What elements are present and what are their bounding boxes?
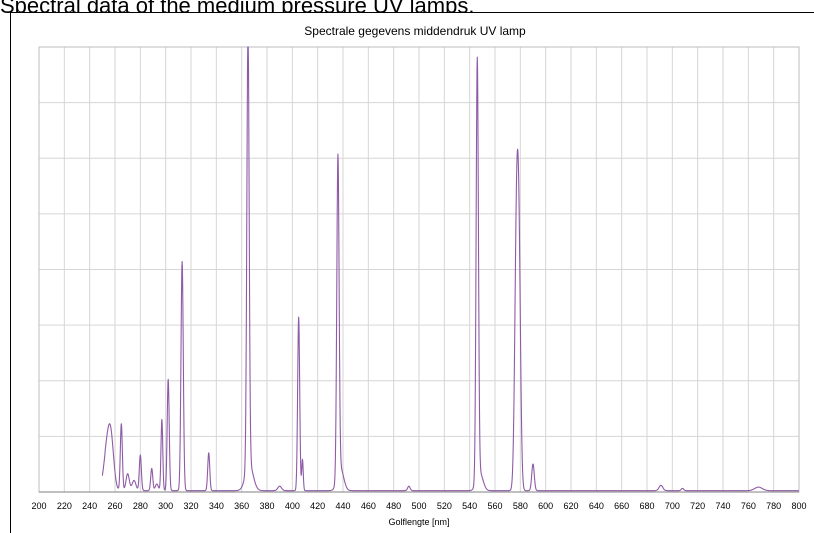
x-tick-label: 480: [386, 501, 401, 511]
x-tick-label: 260: [107, 501, 122, 511]
x-tick-label: 400: [285, 501, 300, 511]
x-tick-label: 680: [639, 501, 654, 511]
x-tick-label: 280: [133, 501, 148, 511]
x-tick-label: 300: [158, 501, 173, 511]
x-tick-label: 740: [715, 501, 730, 511]
x-tick-label: 240: [82, 501, 97, 511]
x-tick-label: 780: [766, 501, 781, 511]
x-tick-label: 620: [563, 501, 578, 511]
x-axis-ticks: 200 220 240 260 280 300 320 340 360 380 400 420 440 4…: [31, 501, 806, 511]
x-tick-label: 700: [665, 501, 680, 511]
plot-area: [101, 46, 800, 492]
x-tick-label: 420: [310, 501, 325, 511]
spectrum-series-line: [101, 46, 800, 492]
chart-grid: [38, 46, 800, 493]
x-tick-label: 460: [361, 501, 376, 511]
x-tick-label: 660: [614, 501, 629, 511]
x-tick-label: 500: [411, 501, 426, 511]
x-tick-label: 560: [487, 501, 502, 511]
x-tick-label: 600: [538, 501, 553, 511]
x-tick-label: 220: [57, 501, 72, 511]
x-tick-label: 360: [234, 501, 249, 511]
chart-frame: [10, 12, 814, 533]
x-tick-label: 580: [513, 501, 528, 511]
x-axis-label: Golflengte [nm]: [388, 517, 449, 527]
x-tick-label: 540: [462, 501, 477, 511]
x-tick-label: 380: [259, 501, 274, 511]
x-tick-label: 720: [690, 501, 705, 511]
x-tick-label: 760: [741, 501, 756, 511]
chart-title: Spectrale gegevens middendruk UV lamp: [304, 24, 526, 38]
x-tick-label: 440: [335, 501, 350, 511]
x-tick-label: 640: [589, 501, 604, 511]
x-tick-label: 200: [31, 501, 46, 511]
x-tick-label: 520: [437, 501, 452, 511]
x-tick-label: 320: [183, 501, 198, 511]
x-tick-label: 340: [209, 501, 224, 511]
x-tick-label: 800: [791, 501, 806, 511]
